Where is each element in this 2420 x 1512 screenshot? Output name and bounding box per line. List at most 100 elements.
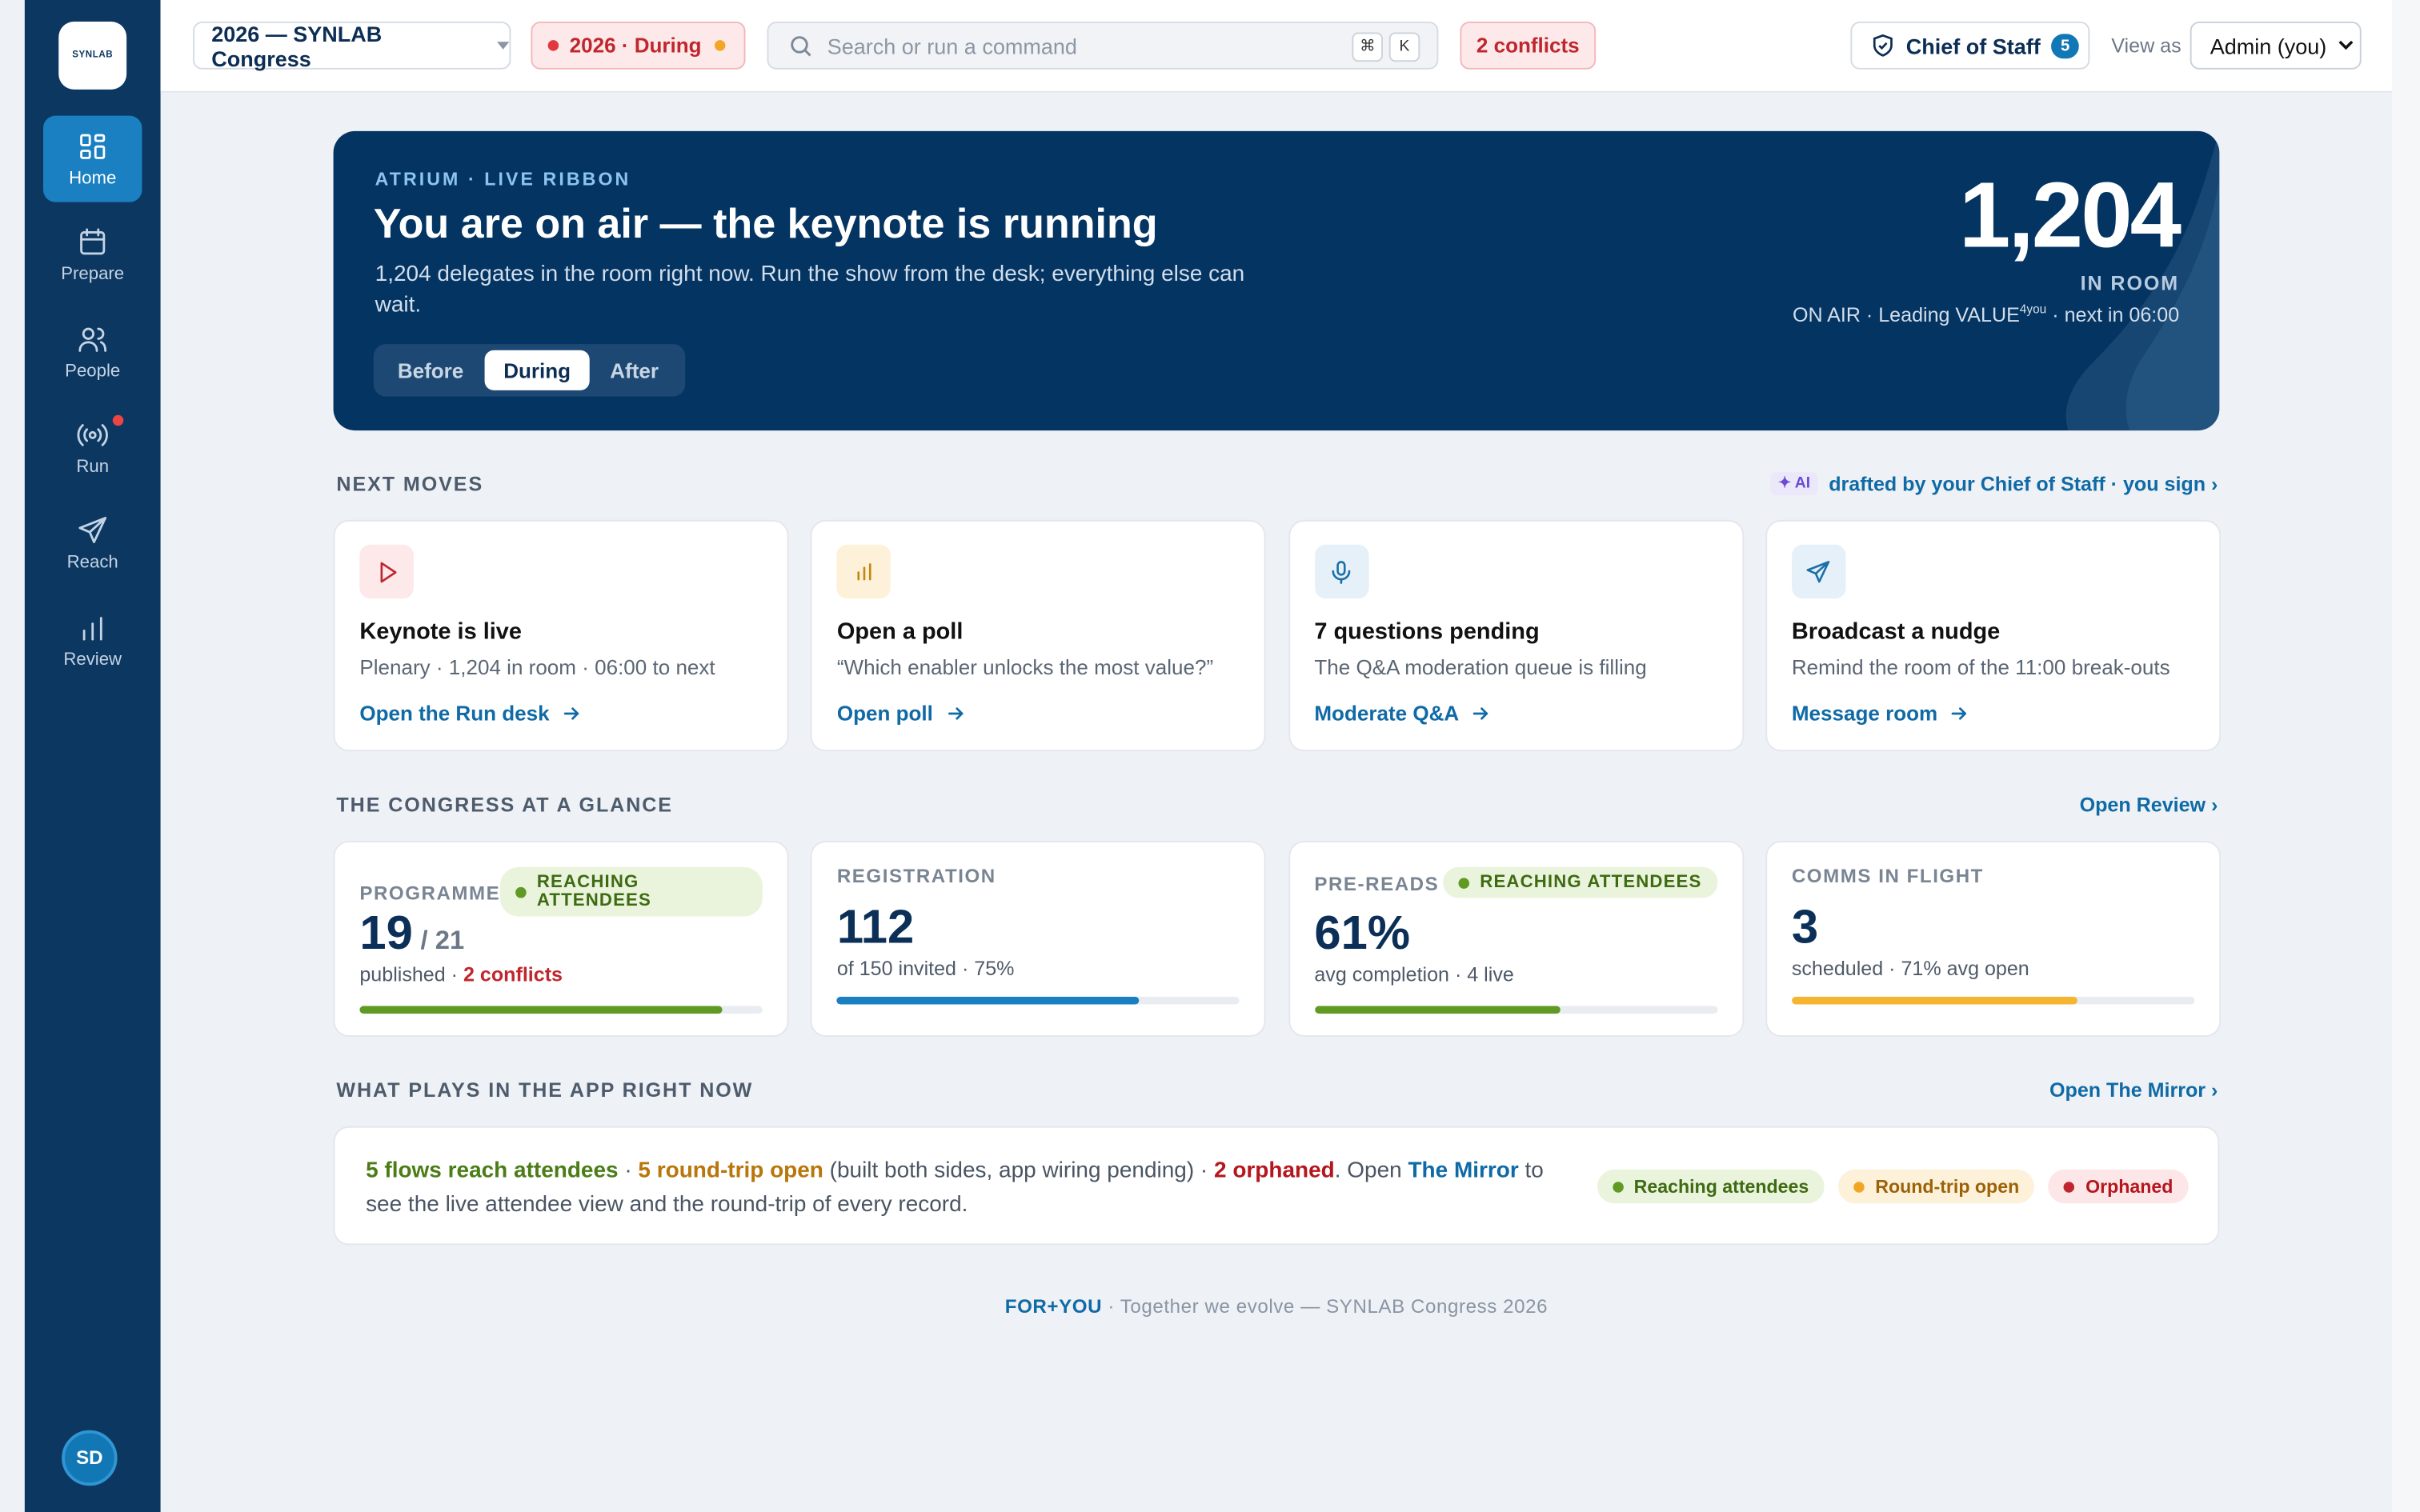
caret bbox=[2339, 40, 2354, 50]
segment: to see the live attendee view and the ro… bbox=[366, 1158, 1544, 1218]
section-title: WHAT PLAYS IN THE APP RIGHT NOW bbox=[336, 1078, 754, 1102]
glance-card: COMMS IN FLIGHT 3 scheduled · 71% avg open bbox=[1765, 841, 2222, 1037]
icon bbox=[857, 562, 871, 580]
mirror-text: 5 flows reach attendees · 5 round-trip o… bbox=[366, 1154, 1585, 1222]
move-text: Remind the room of the 11:00 break-outs bbox=[1791, 655, 2170, 679]
move-link[interactable]: Open poll bbox=[837, 702, 966, 725]
phase-option[interactable]: After bbox=[610, 358, 659, 382]
glance-text: avg completion · 4 live bbox=[1314, 962, 1513, 986]
view-as-select[interactable]: Admin (you) bbox=[2190, 21, 2362, 70]
section-link[interactable]: Open Review › bbox=[2079, 793, 2218, 817]
status-text: ON AIR · Leading VALUE bbox=[1792, 302, 2020, 326]
nav-label: Reach bbox=[66, 554, 118, 573]
hero-count: 1,204 bbox=[1959, 163, 2182, 267]
segment: . Open bbox=[1334, 1158, 1408, 1184]
nav-item[interactable]: Run bbox=[43, 404, 142, 490]
phase-option-active[interactable]: During bbox=[484, 350, 590, 390]
ai-note[interactable]: ✦ AI drafted by your Chief of Staff · yo… bbox=[1770, 472, 2218, 496]
progress-track bbox=[1314, 1006, 1717, 1014]
icon bbox=[1332, 560, 1351, 583]
value: 112 bbox=[836, 899, 915, 954]
move-link[interactable]: Moderate Q&A bbox=[1314, 702, 1491, 725]
hero-swoosh bbox=[2065, 130, 2220, 431]
value: 19 bbox=[359, 906, 413, 960]
move-text: Plenary · 1,204 in room · 06:00 to next bbox=[359, 655, 715, 679]
nav-item[interactable]: People bbox=[43, 308, 142, 394]
notification-dot bbox=[112, 414, 124, 426]
legend-label: Orphaned bbox=[2085, 1175, 2174, 1198]
footer-text: · Together we evolve — SYNLAB Congress 2… bbox=[1102, 1295, 1549, 1318]
move-link[interactable]: Message room bbox=[1792, 702, 1970, 725]
mirror-link[interactable]: The Mirror bbox=[1408, 1158, 1519, 1184]
arrow bbox=[1473, 707, 1488, 720]
glance-head: PRE-READS REACHING ATTENDEES bbox=[1314, 866, 1717, 898]
view-as-value: Admin (you) bbox=[2210, 33, 2327, 58]
legend-label: Round-trip open bbox=[1875, 1175, 2020, 1198]
chief-label: Chief of Staff bbox=[1905, 33, 2041, 58]
nav-item[interactable]: Home bbox=[42, 115, 142, 202]
value: 61% bbox=[1314, 906, 1411, 960]
logo[interactable]: SYNLAB bbox=[58, 21, 127, 90]
nav-label: Review bbox=[63, 650, 122, 670]
badge-label: REACHING ATTENDEES bbox=[1480, 873, 1702, 892]
segment: · bbox=[618, 1158, 639, 1184]
ai-note-text: drafted by your Chief of Staff · you sig… bbox=[1829, 472, 2218, 496]
nav-label: Home bbox=[69, 170, 117, 189]
conflicts-label: 2 conflicts bbox=[1476, 34, 1580, 58]
event-select[interactable]: 2026 — SYNLAB Congress bbox=[193, 21, 511, 70]
badge-label: REACHING ATTENDEES bbox=[536, 873, 651, 910]
nav-label: People bbox=[65, 362, 121, 381]
move-card: Keynote is live Plenary · 1,204 in room ·… bbox=[333, 519, 789, 752]
ai-badge: ✦ AI bbox=[1770, 472, 1818, 496]
progress-bar bbox=[359, 1006, 723, 1014]
nav-item[interactable]: Prepare bbox=[43, 212, 142, 298]
glance-value: 61% bbox=[1314, 906, 1410, 961]
status-badge: REACHING ATTENDEES bbox=[500, 866, 763, 917]
search[interactable]: Search or run a command ⌘ K bbox=[767, 21, 1439, 70]
phase-option[interactable]: Before bbox=[397, 358, 464, 382]
topbar: 2026 — SYNLAB Congress 2026 · During Sea… bbox=[160, 0, 2393, 93]
badge-dot bbox=[515, 886, 527, 898]
move-link[interactable]: Open the Run desk bbox=[359, 702, 582, 725]
footer-brand: FOR+YOU bbox=[1004, 1295, 1103, 1318]
move-link-label: Open the Run desk bbox=[359, 702, 550, 726]
move-card: 7 questions pending The Q&A moderation qu… bbox=[1288, 519, 1744, 752]
glance-text: scheduled · 71% avg open bbox=[1792, 957, 2029, 980]
move-icon bbox=[1791, 544, 1846, 599]
value: 3 bbox=[1791, 899, 1819, 954]
move-text: “Which enabler unlocks the most value?” bbox=[836, 655, 1214, 679]
nav-icon bbox=[82, 616, 102, 640]
event-name: 2026 — SYNLAB Congress bbox=[211, 21, 383, 70]
glance-value: 19/ 21 bbox=[359, 906, 464, 961]
section-link[interactable]: Open The Mirror › bbox=[2049, 1078, 2218, 1102]
nav-item[interactable]: Reach bbox=[43, 500, 142, 586]
glance-value: 112 bbox=[837, 899, 914, 954]
status-tail: · next in 06:00 bbox=[2046, 302, 2180, 326]
hero-text: 1,204 delegates in the room right now. R… bbox=[375, 262, 1245, 318]
footer: FOR+YOU · Together we evolve — SYNLAB Co… bbox=[334, 1296, 2220, 1318]
glance-head: COMMS IN FLIGHT bbox=[1792, 866, 2194, 887]
hero-title: You are on air — the keynote is running bbox=[373, 200, 1158, 247]
section-title: THE CONGRESS AT A GLANCE bbox=[336, 793, 673, 817]
avatar[interactable]: SD bbox=[62, 1430, 118, 1486]
glance-label: REGISTRATION bbox=[836, 865, 996, 887]
phase-pill[interactable]: 2026 · During bbox=[531, 21, 746, 70]
nav-label: Prepare bbox=[61, 266, 125, 285]
mirror-card: 5 flows reach attendees · 5 round-trip o… bbox=[333, 1126, 2220, 1246]
move-link-label: Message room bbox=[1791, 702, 1938, 726]
glance-text: published · 2 conflicts bbox=[359, 962, 563, 986]
glance-head: PROGRAMME REACHING ATTENDEES bbox=[359, 866, 763, 917]
text: avg completion · 4 live bbox=[1314, 962, 1514, 986]
move-link-label: Moderate Q&A bbox=[1314, 702, 1460, 726]
chief-of-staff[interactable]: Chief of Staff 5 bbox=[1850, 21, 2090, 70]
move-title: Keynote is live bbox=[359, 618, 522, 646]
nav-item[interactable]: Review bbox=[43, 596, 142, 682]
nav-label: Run bbox=[76, 458, 110, 477]
legend-chip: Reaching attendees bbox=[1597, 1169, 1825, 1204]
phase-switch: Before During After bbox=[373, 344, 686, 397]
segment: (built both sides, app wiring pending) · bbox=[823, 1158, 1215, 1184]
conflicts[interactable]: 2 conflicts bbox=[1460, 21, 1597, 70]
glance-value: 3 bbox=[1792, 899, 1818, 954]
